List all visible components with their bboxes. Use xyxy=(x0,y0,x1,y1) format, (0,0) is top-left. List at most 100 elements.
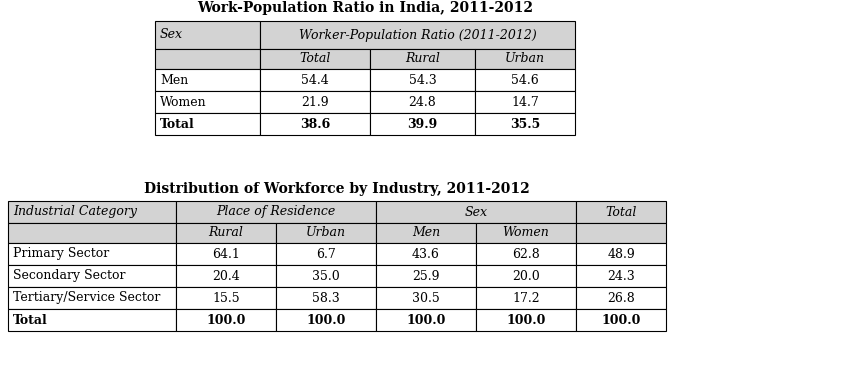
Text: 30.5: 30.5 xyxy=(412,291,440,305)
Bar xyxy=(376,309,476,331)
Bar xyxy=(155,21,260,49)
Bar xyxy=(370,91,475,113)
Text: Rural: Rural xyxy=(405,53,440,65)
Bar xyxy=(276,243,376,265)
Text: Primary Sector: Primary Sector xyxy=(13,247,109,261)
Bar xyxy=(260,21,575,49)
Bar xyxy=(476,223,576,243)
Bar xyxy=(576,287,666,309)
Bar xyxy=(370,49,475,69)
Bar xyxy=(370,69,475,91)
Bar xyxy=(476,243,576,265)
Text: Urban: Urban xyxy=(306,226,346,240)
Text: 64.1: 64.1 xyxy=(212,247,240,261)
Bar xyxy=(276,309,376,331)
Text: 43.6: 43.6 xyxy=(412,247,440,261)
Text: 24.8: 24.8 xyxy=(409,96,436,109)
Text: Men: Men xyxy=(160,73,188,86)
Text: Women: Women xyxy=(160,96,206,109)
Bar xyxy=(155,69,260,91)
Bar xyxy=(276,287,376,309)
Text: 35.0: 35.0 xyxy=(312,270,340,282)
Text: 14.7: 14.7 xyxy=(511,96,539,109)
Bar xyxy=(176,265,276,287)
Text: Total: Total xyxy=(299,53,331,65)
Text: 62.8: 62.8 xyxy=(512,247,540,261)
Bar xyxy=(176,223,276,243)
Bar xyxy=(370,113,475,135)
Text: Work-Population Ratio in India, 2011-2012: Work-Population Ratio in India, 2011-201… xyxy=(197,1,533,15)
Bar xyxy=(8,223,176,243)
Text: 20.0: 20.0 xyxy=(512,270,540,282)
Bar xyxy=(576,265,666,287)
Text: Worker-Population Ratio (2011-2012): Worker-Population Ratio (2011-2012) xyxy=(299,29,537,41)
Bar xyxy=(476,287,576,309)
Bar xyxy=(260,91,370,113)
Text: Men: Men xyxy=(412,226,440,240)
Bar xyxy=(176,287,276,309)
Text: Total: Total xyxy=(13,314,48,326)
Text: 26.8: 26.8 xyxy=(607,291,635,305)
Bar xyxy=(376,223,476,243)
Text: Rural: Rural xyxy=(208,226,244,240)
Bar xyxy=(376,201,576,223)
Bar xyxy=(8,309,176,331)
Text: 20.4: 20.4 xyxy=(213,270,240,282)
Text: 15.5: 15.5 xyxy=(213,291,240,305)
Text: 100.0: 100.0 xyxy=(406,314,446,326)
Bar xyxy=(576,201,666,223)
Text: Sex: Sex xyxy=(160,29,183,41)
Text: 100.0: 100.0 xyxy=(206,314,245,326)
Text: 17.2: 17.2 xyxy=(512,291,540,305)
Text: Total: Total xyxy=(160,117,194,130)
Bar xyxy=(8,243,176,265)
Bar xyxy=(475,91,575,113)
Text: 54.3: 54.3 xyxy=(409,73,436,86)
Bar xyxy=(276,223,376,243)
Text: 6.7: 6.7 xyxy=(316,247,336,261)
Text: Industrial Category: Industrial Category xyxy=(13,206,137,218)
Text: 100.0: 100.0 xyxy=(307,314,346,326)
Text: Women: Women xyxy=(503,226,550,240)
Bar xyxy=(376,287,476,309)
Bar xyxy=(276,265,376,287)
Bar xyxy=(475,69,575,91)
Text: Tertiary/Service Sector: Tertiary/Service Sector xyxy=(13,291,161,305)
Text: 48.9: 48.9 xyxy=(607,247,635,261)
Bar xyxy=(8,287,176,309)
Text: 100.0: 100.0 xyxy=(601,314,641,326)
Text: 25.9: 25.9 xyxy=(412,270,440,282)
Bar xyxy=(155,91,260,113)
Bar xyxy=(376,265,476,287)
Text: Total: Total xyxy=(606,206,637,218)
Bar xyxy=(576,309,666,331)
Bar xyxy=(475,49,575,69)
Bar xyxy=(260,113,370,135)
Text: Distribution of Workforce by Industry, 2011-2012: Distribution of Workforce by Industry, 2… xyxy=(144,182,530,196)
Bar xyxy=(176,309,276,331)
Bar xyxy=(176,243,276,265)
Text: Urban: Urban xyxy=(505,53,545,65)
Text: 21.9: 21.9 xyxy=(302,96,329,109)
Text: Secondary Sector: Secondary Sector xyxy=(13,270,125,282)
Bar xyxy=(260,49,370,69)
Text: 54.6: 54.6 xyxy=(511,73,539,86)
Text: 54.4: 54.4 xyxy=(302,73,329,86)
Bar xyxy=(155,49,260,69)
Text: 100.0: 100.0 xyxy=(506,314,546,326)
Text: 58.3: 58.3 xyxy=(312,291,340,305)
Text: Sex: Sex xyxy=(465,206,487,218)
Bar xyxy=(8,201,176,223)
Bar xyxy=(8,265,176,287)
Bar xyxy=(376,243,476,265)
Bar xyxy=(476,309,576,331)
Bar xyxy=(260,69,370,91)
Text: 35.5: 35.5 xyxy=(510,117,540,130)
Text: Place of Residence: Place of Residence xyxy=(216,206,335,218)
Bar xyxy=(576,243,666,265)
Bar xyxy=(476,265,576,287)
Text: 38.6: 38.6 xyxy=(300,117,330,130)
Bar xyxy=(155,113,260,135)
Bar xyxy=(176,201,376,223)
Text: 24.3: 24.3 xyxy=(607,270,635,282)
